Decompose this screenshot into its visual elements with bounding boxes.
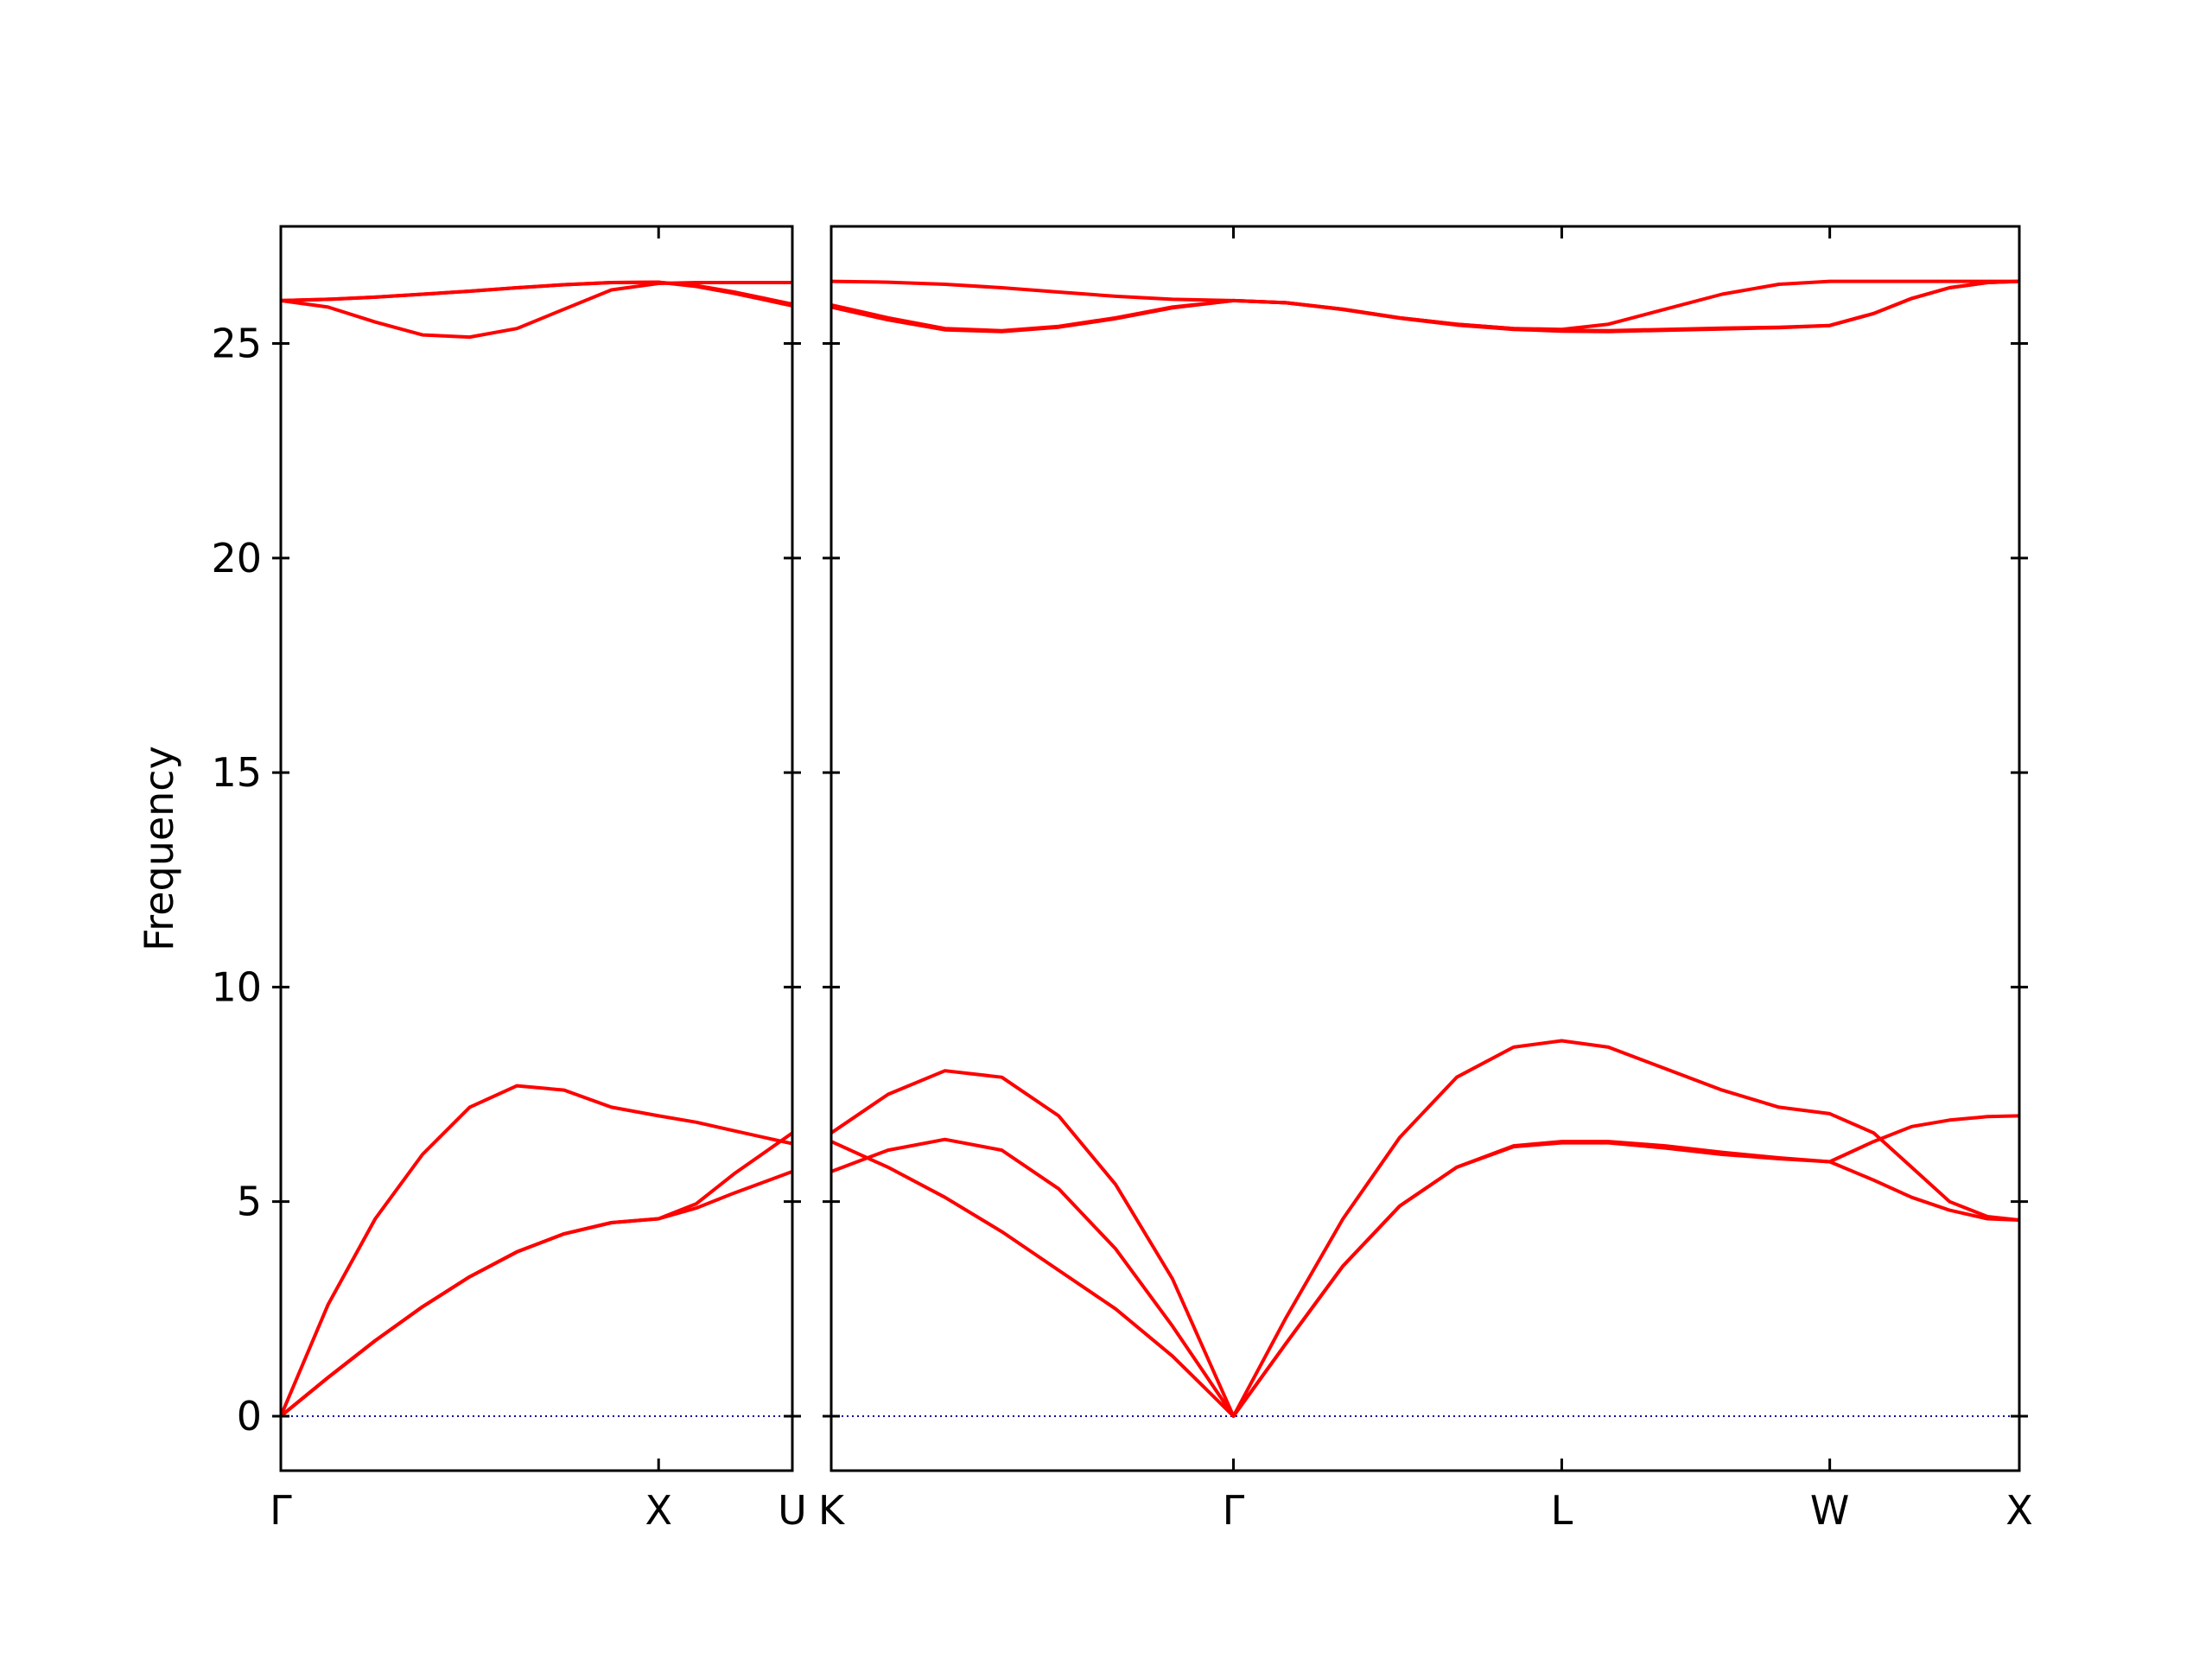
- y-tick-label: 10: [211, 963, 262, 1010]
- x-tick-label: U: [778, 1487, 807, 1534]
- plot-frame: [279, 225, 794, 1472]
- band-line: [279, 1084, 793, 1417]
- band-line: [830, 1114, 2020, 1418]
- x-tick-label: Γ: [1223, 1487, 1245, 1534]
- band-line: [830, 1039, 2020, 1418]
- band-line: [279, 1170, 793, 1418]
- y-tick-label: 5: [237, 1179, 262, 1225]
- y-tick-label: 0: [237, 1393, 262, 1440]
- x-tick-label: K: [818, 1487, 846, 1534]
- band-line: [830, 279, 2020, 334]
- y-tick-label: 25: [211, 321, 262, 367]
- x-tick-label: X: [2005, 1487, 2033, 1534]
- x-tick-label: W: [1810, 1487, 1849, 1534]
- band-line: [280, 280, 793, 308]
- plot-frame: [830, 225, 2021, 1472]
- band-line: [279, 1131, 794, 1418]
- band-line: [830, 1140, 2020, 1418]
- y-axis-label: Frequency: [136, 746, 182, 951]
- x-tick-label: Γ: [270, 1487, 292, 1534]
- x-tick-label: X: [645, 1487, 672, 1534]
- x-tick-label: L: [1551, 1487, 1573, 1534]
- band-line: [280, 281, 792, 340]
- y-tick-label: 20: [211, 535, 262, 582]
- y-tick-label: 15: [211, 749, 262, 796]
